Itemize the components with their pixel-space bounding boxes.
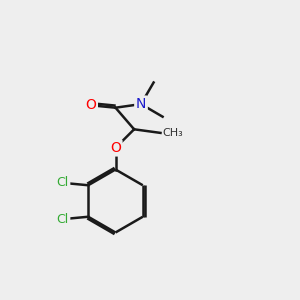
Text: CH₃: CH₃ [162, 128, 183, 138]
Text: N: N [136, 97, 146, 111]
Text: Cl: Cl [57, 176, 69, 189]
Text: O: O [110, 141, 121, 155]
Text: O: O [85, 98, 96, 112]
Text: Cl: Cl [57, 213, 69, 226]
